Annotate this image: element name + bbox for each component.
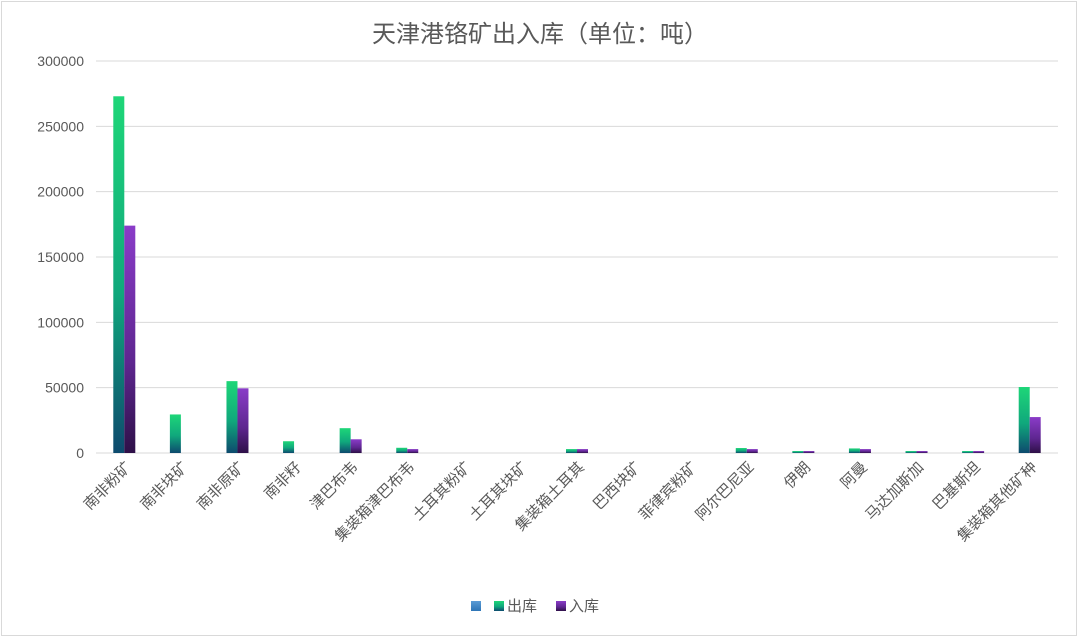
x-axis-ticks: 南非粉矿 南非块矿 南非原矿 南非籽 津巴布韦集装箱津巴布韦土耳其粉矿土耳其块矿集装箱土…	[80, 458, 1041, 545]
y-tick-label: 150000	[37, 249, 84, 265]
x-tick-label: 巴基斯坦	[929, 458, 984, 513]
x-tick-label: 伊朗	[780, 458, 814, 492]
bar-in-13	[859, 449, 871, 453]
legend-label-in: 入库	[569, 597, 599, 615]
bar-out-13	[848, 448, 860, 453]
bar-in-4	[350, 439, 362, 453]
bar-in-2	[237, 388, 249, 453]
bar-out-2	[226, 381, 238, 453]
bar-out-8	[566, 449, 577, 453]
bar-in-0	[124, 225, 136, 453]
bar-out-12	[792, 451, 804, 453]
chart-title: 天津港铬矿出入库（单位：吨）	[372, 20, 708, 48]
legend-swatch-in	[556, 601, 566, 611]
bar-out-0	[113, 96, 125, 453]
x-tick-label: 巴西块矿	[589, 458, 644, 513]
x-tick-label: 南非块矿	[137, 458, 192, 513]
gridlines	[96, 60, 1058, 454]
bar-in-11	[746, 449, 758, 453]
y-tick-label: 50000	[45, 380, 84, 396]
legend: 出库 入库	[471, 597, 599, 615]
x-tick-label: 津巴布韦	[306, 458, 361, 513]
y-tick-label: 100000	[37, 314, 84, 330]
bar-out-16	[1018, 387, 1030, 453]
bar-in-14	[916, 451, 928, 453]
y-tick-label: 250000	[37, 118, 84, 134]
x-tick-label: 南非粉矿	[80, 458, 135, 513]
bar-out-11	[735, 448, 747, 453]
y-tick-label: 300000	[37, 53, 84, 69]
bar-in-15	[973, 451, 985, 453]
bar-out-4	[339, 428, 351, 453]
x-tick-label: 土耳其粉矿	[409, 458, 475, 524]
bars	[113, 96, 1041, 453]
x-tick-label: 阿曼	[837, 458, 871, 492]
bar-in-12	[803, 451, 815, 453]
x-tick-label: 菲律宾粉矿	[635, 458, 701, 524]
bar-out-1	[169, 414, 181, 453]
x-tick-label: 阿尔巴尼亚	[692, 458, 758, 524]
bar-out-15	[962, 451, 974, 453]
bar-in-8	[577, 449, 588, 453]
bar-in-16	[1029, 417, 1041, 453]
y-tick-label: 200000	[37, 184, 84, 200]
bar-in-5	[407, 449, 419, 453]
y-tick-label: 0	[76, 445, 84, 461]
legend-swatch-series-1	[471, 601, 481, 611]
x-tick-label: 南非原矿	[193, 458, 248, 513]
legend-swatch-out	[494, 601, 504, 611]
legend-label-out: 出库	[507, 597, 537, 615]
y-axis-ticks: 0 50000 100000 150000 200000 250000 300000	[37, 53, 84, 461]
bar-out-5	[396, 447, 408, 453]
x-tick-label: 马达加斯加	[862, 458, 928, 524]
bar-out-3	[283, 441, 295, 453]
bar-out-14	[905, 451, 917, 453]
x-tick-label: 南非籽	[260, 458, 305, 503]
